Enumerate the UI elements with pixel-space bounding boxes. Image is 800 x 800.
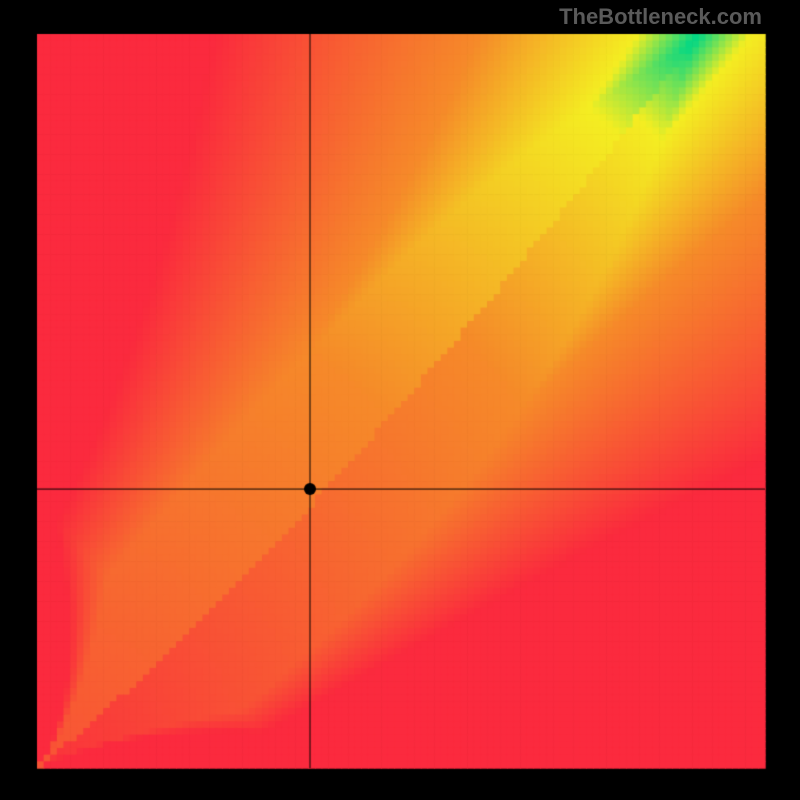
bottleneck-heatmap — [0, 0, 800, 800]
watermark-text: TheBottleneck.com — [559, 4, 762, 30]
